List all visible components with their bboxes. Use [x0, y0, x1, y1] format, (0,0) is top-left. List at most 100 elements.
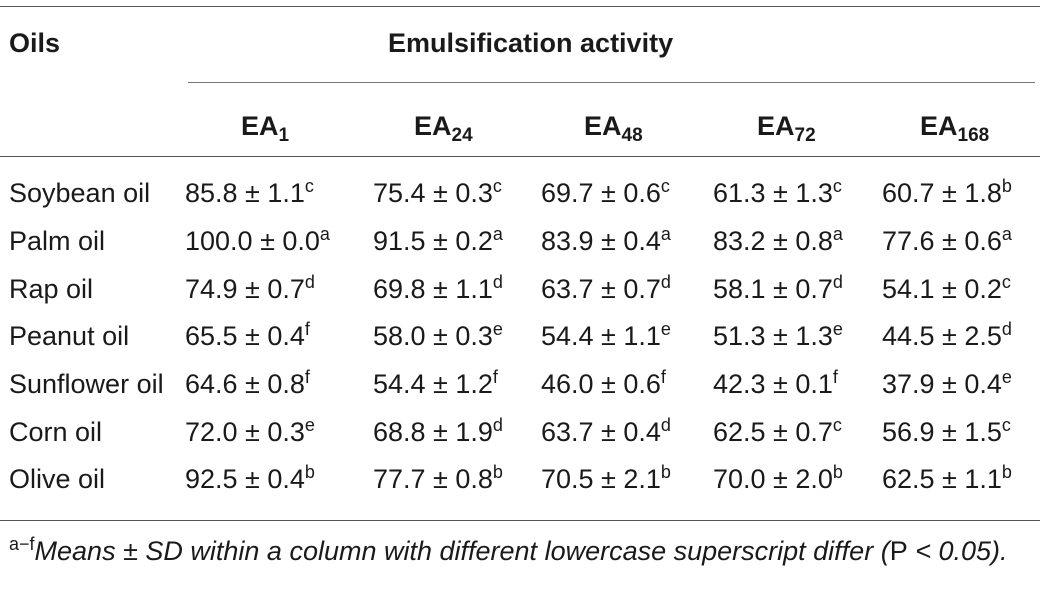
table-footnote: a−fMeans ± SD within a column with diffe… — [9, 534, 1034, 568]
cell-superscript: c — [304, 176, 314, 196]
column-header-3: EA48 — [584, 111, 643, 147]
table-cell: 63.7 ± 0.7d — [541, 272, 671, 305]
column-header-subscript: 72 — [794, 125, 816, 146]
cell-value: 70.5 ± 2.1 — [541, 464, 661, 494]
cell-superscript: e — [492, 319, 503, 339]
column-header-subscript: 24 — [451, 125, 473, 146]
header-bottom-rule — [0, 156, 1040, 157]
cell-superscript: b — [660, 462, 671, 482]
column-header-4: EA72 — [757, 111, 816, 147]
table-cell: 68.8 ± 1.9d — [373, 416, 503, 448]
table-cell: 42.3 ± 0.1f — [713, 367, 838, 400]
cell-value: 63.7 ± 0.7 — [541, 274, 661, 304]
cell-value: 46.0 ± 0.6 — [541, 369, 661, 399]
table-cell: 70.0 ± 2.0b — [713, 463, 843, 495]
cell-superscript: f — [492, 367, 498, 387]
cell-superscript: d — [832, 272, 843, 292]
cell-value: 61.3 ± 1.3 — [713, 178, 833, 208]
column-header-5: EA168 — [920, 111, 989, 147]
cell-value: 69.8 ± 1.1 — [373, 274, 493, 304]
column-header-2: EA24 — [414, 111, 473, 147]
cell-value: 63.7 ± 0.4 — [541, 417, 661, 447]
column-group-rule — [188, 82, 1035, 83]
column-header-subscript: 1 — [278, 125, 290, 146]
footnote-p-letter: P — [889, 536, 908, 566]
row-label: Palm oil — [9, 226, 106, 256]
cell-value: 70.0 ± 2.0 — [713, 464, 833, 494]
cell-value: 54.4 ± 1.2 — [373, 369, 493, 399]
table-cell: 62.5 ± 1.1b — [882, 462, 1012, 495]
table-cell: 44.5 ± 2.5d — [882, 319, 1012, 352]
table-cell: 58.1 ± 0.7d — [713, 272, 843, 305]
cell-value: 37.9 ± 0.4 — [882, 369, 1002, 399]
column-header-base: EA — [757, 111, 795, 141]
table-cell: 65.5 ± 0.4f — [185, 319, 310, 352]
table-cell: 70.5 ± 2.1b — [541, 462, 671, 495]
cell-superscript: e — [832, 319, 843, 339]
cell-value: 58.0 ± 0.3 — [373, 321, 493, 351]
table-cell: 72.0 ± 0.3e — [185, 416, 315, 448]
footnote-text-after: < 0.05). — [907, 536, 1008, 566]
column-header-base: EA — [584, 111, 622, 141]
cell-value: 68.8 ± 1.9 — [373, 417, 493, 447]
table-cell: 58.0 ± 0.3e — [373, 319, 503, 352]
cell-value: 75.4 ± 0.3 — [373, 178, 493, 208]
cell-value: 83.9 ± 0.4 — [541, 226, 661, 256]
cell-superscript: a — [1001, 224, 1012, 244]
column-header-subscript: 48 — [621, 125, 643, 146]
table-cell: 77.6 ± 0.6a — [882, 224, 1012, 257]
table-cell: 60.7 ± 1.8b — [882, 176, 1012, 209]
cell-superscript: a — [832, 224, 843, 244]
row-header-oils: Oils — [9, 28, 61, 58]
cell-superscript: d — [1001, 319, 1012, 339]
table-cell: 64.6 ± 0.8f — [185, 368, 310, 400]
table-cell: 54.1 ± 0.2c — [882, 272, 1011, 305]
cell-superscript: c — [492, 176, 502, 196]
cell-value: 77.7 ± 0.8 — [373, 464, 493, 494]
cell-value: 54.4 ± 1.1 — [541, 321, 661, 351]
cell-superscript: c — [832, 415, 842, 435]
cell-superscript: f — [304, 319, 310, 339]
cell-value: 74.9 ± 0.7 — [185, 274, 305, 304]
cell-superscript: b — [1001, 462, 1012, 482]
table-cell: 100.0 ± 0.0a — [185, 225, 330, 257]
cell-value: 64.6 ± 0.8 — [185, 369, 305, 399]
cell-value: 44.5 ± 2.5 — [882, 321, 1002, 351]
cell-superscript: b — [1001, 176, 1012, 196]
row-label: Corn oil — [9, 417, 103, 447]
cell-value: 62.5 ± 0.7 — [713, 417, 833, 447]
cell-value: 51.3 ± 1.3 — [713, 321, 833, 351]
cell-value: 69.7 ± 0.6 — [541, 178, 661, 208]
cell-superscript: f — [832, 367, 838, 387]
cell-superscript: c — [660, 176, 670, 196]
table-cell: 77.7 ± 0.8b — [373, 462, 503, 495]
cell-value: 58.1 ± 0.7 — [713, 274, 833, 304]
cell-superscript: c — [832, 176, 842, 196]
cell-superscript: b — [304, 462, 315, 482]
cell-value: 62.5 ± 1.1 — [882, 464, 1002, 494]
row-label: Peanut oil — [9, 321, 130, 351]
cell-superscript: b — [492, 462, 503, 482]
cell-value: 77.6 ± 0.6 — [882, 226, 1002, 256]
cell-value: 85.8 ± 1.1 — [185, 178, 305, 208]
row-label: Sunflower oil — [9, 369, 164, 399]
table-cell: 37.9 ± 0.4e — [882, 368, 1012, 400]
column-header-base: EA — [920, 111, 958, 141]
table-bottom-rule — [0, 520, 1040, 521]
cell-superscript: d — [660, 415, 671, 435]
column-header-base: EA — [414, 111, 452, 141]
cell-superscript: d — [660, 272, 671, 292]
table-cell: 69.7 ± 0.6c — [541, 176, 670, 209]
table-cell: 46.0 ± 0.6f — [541, 368, 666, 400]
row-label: Rap oil — [9, 274, 94, 304]
cell-value: 60.7 ± 1.8 — [882, 178, 1002, 208]
cell-value: 83.2 ± 0.8 — [713, 226, 833, 256]
row-label: Olive oil — [9, 464, 106, 494]
table-cell: 74.9 ± 0.7d — [185, 273, 315, 305]
table-cell: 69.8 ± 1.1d — [373, 273, 503, 305]
table-cell: 83.2 ± 0.8a — [713, 224, 843, 257]
column-group-header: Emulsification activity — [388, 28, 674, 58]
cell-superscript: c — [1001, 272, 1011, 292]
cell-value: 56.9 ± 1.5 — [882, 417, 1002, 447]
column-header-1: EA1 — [241, 111, 289, 147]
